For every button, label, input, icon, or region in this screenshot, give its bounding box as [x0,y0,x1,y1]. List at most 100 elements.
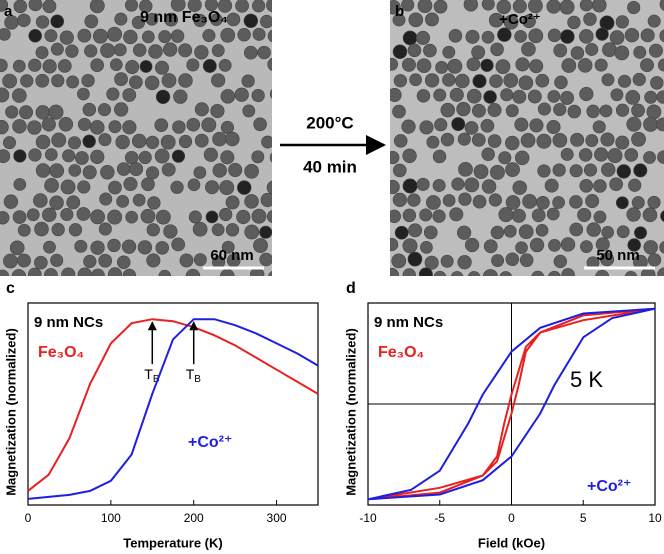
nanoparticle [43,240,56,254]
nanoparticle [393,134,408,148]
nanoparticle [594,147,609,162]
nanoparticle [17,13,31,28]
nanoparticle [505,162,520,177]
nanoparticle [244,164,259,179]
nanoparticle [0,149,11,164]
nanoparticle [121,239,137,254]
nanoparticle [129,162,144,177]
nanoparticle [481,147,495,161]
nanoparticle [251,150,265,164]
nanoparticle [647,14,661,28]
nanoparticle [535,224,549,237]
nanoparticle [390,87,402,102]
nanoparticle [529,237,545,253]
nanoparticle [218,59,232,72]
nanoparticle [50,253,64,267]
nanoparticle [624,28,640,43]
nanoparticle [139,60,153,73]
nanoparticle [48,104,64,120]
nanoparticle [640,28,655,43]
nanoparticle [68,164,82,177]
nanoparticle [577,58,593,73]
nanoparticle [520,133,536,148]
nanoparticle [390,179,400,195]
nanoparticle [390,57,399,71]
nanoparticle [193,166,207,179]
nanoparticle [49,163,65,179]
nanoparticle [471,45,486,60]
nanoparticle [625,90,641,105]
nanoparticle [579,0,593,12]
nanoparticle [66,195,81,210]
nanoparticle [627,238,641,252]
nanoparticle [390,209,401,224]
nanoparticle [464,177,480,193]
nanoparticle [242,104,256,118]
nanoparticle [515,57,530,72]
nanoparticle [84,14,99,29]
nanoparticle [579,86,594,102]
nanoparticle [449,207,464,222]
nanoparticle [458,162,473,177]
nanoparticle [512,89,527,104]
nanoparticle [394,225,409,240]
nanoparticle [546,120,561,135]
nanoparticle [67,136,82,150]
nanoparticle [187,178,201,192]
nanoparticle [560,148,574,161]
nanoparticle [567,15,581,30]
nanoparticle [585,43,599,56]
nanoparticle [529,118,544,133]
nanoparticle [27,267,42,276]
nanoparticle [193,253,207,267]
nanoparticle [253,117,267,132]
nanoparticle [433,88,447,102]
nanoparticle [559,0,575,15]
nanoparticle [97,103,111,117]
nanoparticle [211,44,225,57]
nanoparticle [146,253,161,268]
nanoparticle [465,29,480,44]
nanoparticle [472,194,487,209]
nanoparticle [595,237,610,252]
nanoparticle [161,73,177,88]
nanoparticle [34,221,49,237]
nanoparticle [498,207,514,223]
nanoparticle [616,164,631,179]
nanoparticle [420,241,433,254]
nanoparticle [481,30,495,44]
nanoparticle [633,45,647,59]
nanoparticle [173,89,188,104]
nanoparticle [11,269,27,276]
nanoparticle [269,89,272,99]
nanoparticle [511,208,526,223]
nanoparticle [158,269,172,276]
nanoparticle [202,59,217,73]
nanoparticle [607,148,623,164]
nanoparticle [628,178,642,192]
nanoparticle [615,135,630,150]
nanoparticle [161,162,176,177]
nanoparticle [592,120,606,134]
nanoparticle [457,132,471,146]
nanoparticle [515,241,528,254]
nanoparticle [3,194,19,209]
nanoparticle [171,149,186,163]
nanoparticle [392,13,406,27]
panel-label: b [395,3,404,20]
nanoparticle [205,210,219,224]
nanoparticle [393,74,407,88]
series-label: Fe₃O₄ [378,344,424,361]
nanoparticle [495,59,511,75]
nanoparticle [472,74,487,89]
nanoparticle [536,195,550,210]
nanoparticle [243,45,258,60]
scale-bar-label: 50 nm [596,247,639,264]
nanoparticle [123,29,138,45]
nanoparticle [210,103,225,119]
nanoparticle [451,117,466,132]
peak-label-main: T [144,366,153,382]
nanoparticle [583,163,598,177]
nanoparticle [491,254,505,267]
nanoparticle [131,15,146,30]
